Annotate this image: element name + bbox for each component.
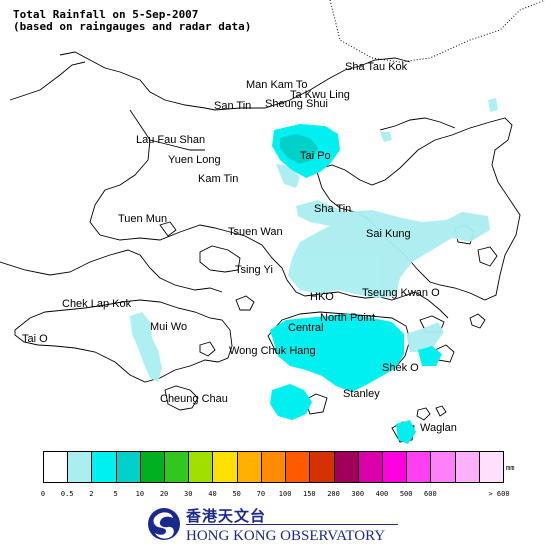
legend-swatch	[333, 451, 359, 483]
legend-tick-label: 30	[184, 490, 193, 498]
place-label-kam-tin: Kam Tin	[198, 173, 239, 185]
place-label-lau-fau-shan: Lau Fau Shan	[136, 134, 206, 146]
legend-swatch	[115, 451, 141, 483]
legend-swatch	[406, 451, 432, 483]
place-label-sheung-shui: Sheung Shui	[265, 98, 328, 110]
place-label-hko: HKO	[310, 291, 334, 303]
legend-tick-label: 0	[40, 490, 46, 498]
place-label-waglan: Waglan	[420, 422, 457, 434]
legend-tick-label: 0.5	[60, 490, 74, 498]
legend-swatch	[139, 451, 166, 483]
legend-tick-label: 10	[135, 490, 145, 498]
legend-tick-label: 500	[399, 490, 413, 498]
place-label-wong-chuk-hang: Wong Chuk Hang	[229, 345, 316, 357]
legend-tick-label: 600	[424, 490, 437, 498]
legend-swatch	[67, 451, 93, 483]
rainfall-area-5-10mm	[280, 134, 318, 164]
legend-tick-label: 200	[327, 490, 340, 498]
legend-swatch	[381, 451, 408, 483]
place-label-cheung-chau: Cheung Chau	[160, 393, 228, 405]
legend-swatch	[260, 451, 287, 483]
legend-swatch	[212, 451, 238, 483]
place-label-man-kam-to: Man Kam To	[246, 79, 308, 91]
org-name-english: HONG KONG OBSERVATORY	[186, 528, 386, 544]
place-label-tsing-yi: Tsing Yi	[235, 264, 273, 276]
place-label-chek-lap-kok: Chek Lap Kok	[62, 298, 132, 310]
coastline	[0, 51, 521, 443]
legend-tick-label: 70	[256, 490, 266, 498]
place-label-shek-o: Shek O	[382, 362, 419, 374]
place-label-sha-tin: Sha Tin	[314, 203, 352, 215]
place-label-central: Central	[288, 322, 324, 334]
place-label-tai-o: Tai O	[22, 333, 48, 345]
legend-tick-label: 400	[375, 490, 389, 498]
legend-swatch	[164, 451, 190, 483]
org-name-chinese: 香港天文台	[186, 507, 267, 525]
place-label-mui-wo: Mui Wo	[150, 321, 188, 333]
legend-tick-label: 100	[278, 490, 292, 498]
rainfall-legend	[43, 451, 504, 485]
legend-tick-label: 300	[351, 490, 365, 498]
legend-swatch	[454, 451, 480, 483]
place-label-tai-po: Tai Po	[300, 150, 331, 162]
mainland-boundary	[329, 0, 545, 63]
place-label-tsuen-wan: Tsuen Wan	[228, 226, 283, 238]
place-label-sha-tau-kok: Sha Tau Kok	[345, 61, 408, 73]
legend-tick-label: > 600	[488, 490, 510, 498]
legend-swatch	[236, 451, 262, 483]
place-label-ta-kwu-ling: Ta Kwu Ling	[290, 89, 350, 101]
legend-tick-label: 20	[159, 490, 169, 498]
legend-tick-label: 150	[302, 490, 316, 498]
map-subtitle: (based on raingauges and radar data)	[13, 20, 252, 33]
org-divider	[186, 524, 398, 525]
legend-tick-label: 50	[232, 490, 241, 498]
place-label-yuen-long: Yuen Long	[168, 154, 221, 166]
place-label-north-point: North Point	[320, 312, 376, 324]
legend-tick-label: 40	[208, 490, 217, 498]
legend-swatch	[357, 451, 383, 483]
place-label-tuen-mun: Tuen Mun	[118, 213, 168, 225]
legend-swatch	[285, 451, 311, 483]
map-title: Total Rainfall on 5-Sep-2007	[13, 8, 199, 21]
hko-logo-icon	[148, 508, 180, 540]
place-label-sai-kung: Sai Kung	[366, 228, 411, 240]
legend-tick-label: 5	[113, 490, 118, 498]
legend-swatch	[43, 451, 69, 483]
place-label-stanley: Stanley	[343, 388, 380, 400]
rainfall-map	[0, 0, 545, 444]
place-label-san-tin: San Tin	[214, 100, 252, 112]
legend-swatch	[188, 451, 214, 483]
legend-swatch	[309, 451, 335, 483]
legend-unit: mm	[506, 464, 515, 472]
legend-swatch	[430, 451, 456, 483]
legend-swatch	[478, 451, 504, 483]
place-label-tseung-kwan-o: Tseung Kwan O	[362, 287, 440, 299]
legend-tick-label: 2	[89, 490, 94, 498]
legend-swatch	[91, 451, 117, 483]
